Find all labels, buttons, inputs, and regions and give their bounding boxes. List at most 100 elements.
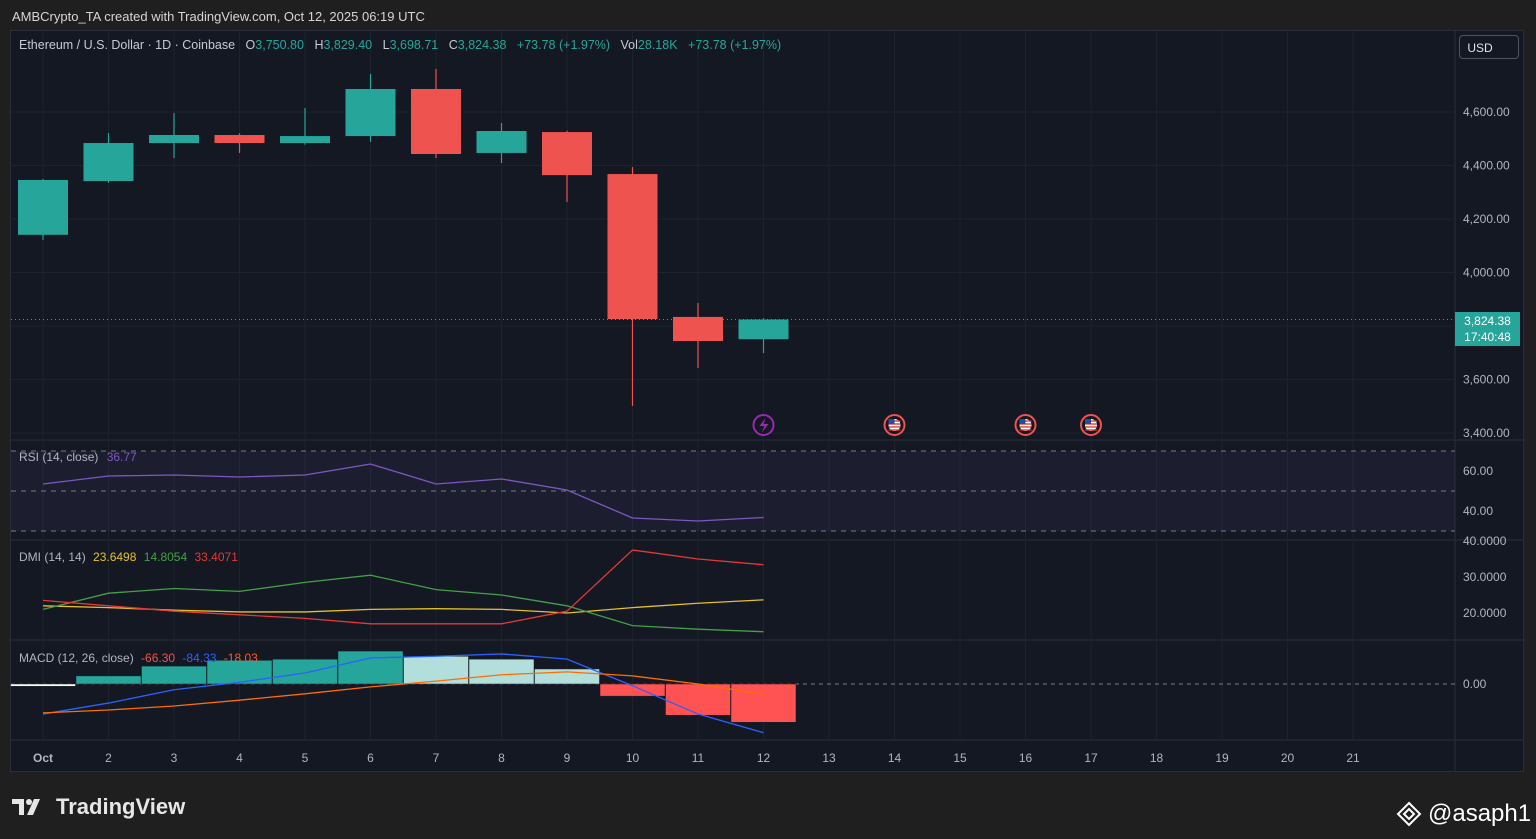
x-tick-label: 10: [626, 751, 640, 765]
x-tick-label: 7: [433, 751, 440, 765]
last-price: 3,824.38: [1464, 314, 1511, 328]
author-handle: @asaph1: [1396, 800, 1531, 828]
adx-line: [42, 599, 764, 614]
rsi-line: [42, 463, 764, 522]
candle-body: [607, 174, 658, 320]
chart-frame: [10, 30, 1524, 772]
us-flag-icon: [1080, 414, 1102, 436]
candle: [476, 122, 527, 164]
bar-countdown: 17:40:48: [1464, 330, 1511, 344]
x-tick-label: 13: [822, 751, 836, 765]
flag-canton: [888, 419, 895, 424]
volume-value: 28.18K: [637, 38, 678, 52]
macd-line: [42, 653, 764, 734]
candle-body: [673, 316, 723, 341]
x-tick-label: 14: [888, 751, 902, 765]
dmi-legend: DMI (14, 14) 23.6498 14.8054 33.4071: [19, 550, 238, 564]
candle-body: [214, 135, 265, 144]
us-flag-icon: [883, 414, 906, 436]
rsi-legend: RSI (14, close) 36.77: [19, 450, 137, 464]
candle-body: [83, 143, 134, 182]
candle: [345, 74, 396, 142]
x-tick-label: 17: [1084, 751, 1098, 765]
x-tick-label: 6: [367, 751, 374, 765]
x-tick-label: 4: [236, 751, 243, 765]
change-value: +73.78 (+1.97%): [516, 38, 611, 52]
macd-legend: MACD (12, 26, close) -66.30 -84.33 -18.0…: [19, 651, 258, 665]
flag-canton: [1085, 419, 1091, 424]
x-tick-label: 2: [105, 751, 112, 765]
dmi-tick-label: 30.0000: [1463, 570, 1507, 584]
candle: [83, 133, 134, 183]
candle-body: [542, 132, 592, 176]
rsi-tick-label: 40.00: [1463, 504, 1493, 518]
dmi-tick-label: 20.0000: [1463, 606, 1507, 620]
lightning-icon: [752, 414, 775, 436]
x-tick-label: 20: [1281, 751, 1295, 765]
candle-body: [411, 88, 461, 155]
price-tick-label: 4,400.00: [1463, 159, 1510, 173]
high-value: 3,829.40: [323, 38, 373, 52]
candle: [738, 318, 789, 354]
macd-histogram-bar: [141, 665, 207, 685]
currency-button[interactable]: USD: [1459, 35, 1519, 59]
candle: [542, 130, 592, 202]
plus-di-line: [42, 574, 764, 633]
price-tick-label: 4,000.00: [1463, 266, 1510, 280]
candle: [607, 167, 658, 407]
x-tick-label: Oct: [33, 751, 53, 765]
macd-histogram-bar: [272, 658, 338, 685]
macd-histogram-bar: [337, 650, 404, 685]
tradingview-logo-icon: [12, 799, 40, 815]
symbol-legend: Ethereum / U.S. Dollar · 1D · Coinbase O…: [19, 38, 782, 52]
candle: [673, 303, 723, 369]
price-tick-label: 3,600.00: [1463, 373, 1510, 387]
macd-histogram-bar: [468, 658, 535, 685]
close-value: 3,824.38: [457, 38, 507, 52]
price-tick-label: 3,400.00: [1463, 426, 1510, 440]
candle-body: [345, 88, 396, 137]
x-tick-label: 21: [1346, 751, 1360, 765]
candle-body: [18, 179, 68, 235]
x-tick-label: 18: [1150, 751, 1164, 765]
last-price-label: 3,824.38 17:40:48: [1455, 312, 1520, 346]
signal-line: [42, 671, 764, 714]
open-value: 3,750.80: [255, 38, 304, 52]
x-tick-label: 3: [171, 751, 178, 765]
symbol-title[interactable]: Ethereum / U.S. Dollar · 1D · Coinbase: [19, 38, 236, 52]
candle-body: [476, 130, 527, 153]
minus-di-line: [42, 549, 764, 625]
candle: [280, 107, 330, 145]
macd-histogram-bar: [730, 683, 797, 723]
candle: [411, 68, 461, 159]
x-tick-label: 16: [1019, 751, 1033, 765]
price-tick-label: 4,600.00: [1463, 105, 1510, 119]
x-tick-label: 11: [692, 751, 705, 765]
x-tick-label: 9: [564, 751, 571, 765]
rsi-tick-label: 60.00: [1463, 464, 1493, 478]
candle: [18, 178, 68, 240]
volume-change: +73.78 (+1.97%): [688, 38, 782, 52]
price-tick-label: 4,200.00: [1463, 212, 1510, 226]
macd-histogram-bar: [665, 683, 731, 716]
macd-histogram-bar: [75, 675, 142, 685]
tradingview-logo[interactable]: TradingView: [12, 794, 185, 820]
macd-histogram-bar: [10, 683, 76, 687]
x-tick-label: 12: [757, 751, 771, 765]
dmi-tick-label: 40.0000: [1463, 534, 1507, 548]
low-value: 3,698.71: [389, 38, 439, 52]
us-flag-icon: [1014, 414, 1037, 436]
x-tick-label: 5: [302, 751, 309, 765]
macd-histogram-bar: [206, 660, 273, 685]
flag-canton: [1019, 419, 1026, 424]
macd-tick-label: 0.00: [1463, 677, 1487, 691]
x-tick-label: 19: [1215, 751, 1229, 765]
chart-credit: AMBCrypto_TA created with TradingView.co…: [12, 9, 425, 24]
candle-body: [738, 319, 789, 340]
binance-icon: [1396, 801, 1422, 827]
candle-body: [149, 135, 199, 144]
x-tick-label: 15: [953, 751, 967, 765]
macd-histogram-bar: [403, 656, 469, 685]
lightning-glyph: [759, 418, 769, 433]
